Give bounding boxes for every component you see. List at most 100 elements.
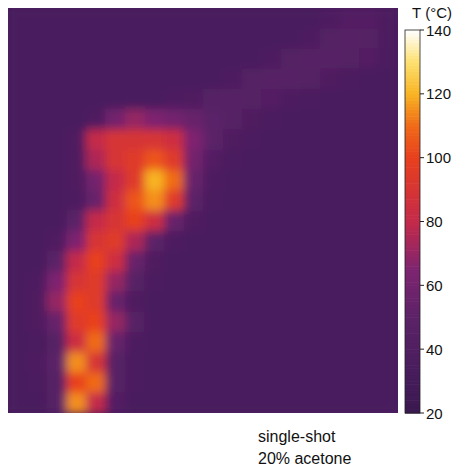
cell <box>28 69 48 90</box>
colorbar-tick <box>420 30 424 31</box>
cell <box>223 373 243 394</box>
cell <box>47 292 67 313</box>
cell <box>145 251 165 272</box>
cell <box>262 393 282 413</box>
cell <box>262 251 282 272</box>
cell <box>28 8 48 29</box>
cell <box>164 89 184 110</box>
cell <box>145 332 165 353</box>
cell <box>379 109 399 130</box>
cell <box>223 8 243 29</box>
cell <box>203 49 223 70</box>
cell <box>164 130 184 151</box>
cell <box>8 312 28 333</box>
cell <box>379 190 399 211</box>
cell <box>106 130 126 151</box>
cell <box>242 150 262 171</box>
cell <box>47 271 67 292</box>
cell <box>47 89 67 110</box>
cell <box>125 393 145 413</box>
cell <box>184 251 204 272</box>
cell <box>203 312 223 333</box>
cell <box>301 393 321 413</box>
cell <box>47 231 67 252</box>
cell <box>359 49 379 70</box>
cell <box>281 352 301 373</box>
cell <box>8 28 28 49</box>
cell <box>28 373 48 394</box>
cell <box>106 170 126 191</box>
cell <box>125 130 145 151</box>
cell <box>125 49 145 70</box>
cell <box>320 251 340 272</box>
cell <box>86 109 106 130</box>
cell <box>281 393 301 413</box>
cell <box>379 352 399 373</box>
cell <box>281 332 301 353</box>
cell <box>106 312 126 333</box>
cell <box>86 130 106 151</box>
cell <box>164 69 184 90</box>
cell <box>242 352 262 373</box>
cell <box>86 271 106 292</box>
cell <box>145 312 165 333</box>
cell <box>67 292 87 313</box>
cell <box>359 150 379 171</box>
cell <box>184 8 204 29</box>
cell <box>8 393 28 413</box>
cell <box>203 211 223 232</box>
cell <box>320 271 340 292</box>
cell <box>106 373 126 394</box>
cell <box>223 393 243 413</box>
cell <box>203 130 223 151</box>
cell <box>320 109 340 130</box>
cell <box>67 231 87 252</box>
cell <box>320 130 340 151</box>
cell <box>86 352 106 373</box>
cell <box>379 251 399 272</box>
cell <box>359 231 379 252</box>
cell <box>281 211 301 232</box>
cell <box>145 292 165 313</box>
cell <box>145 89 165 110</box>
cell <box>184 69 204 90</box>
annotation: 20% acetone <box>258 450 352 467</box>
colorbar-frame <box>405 30 420 413</box>
cell <box>47 332 67 353</box>
colorbar-tick <box>420 285 424 286</box>
cell <box>281 109 301 130</box>
cell <box>340 190 360 211</box>
cell <box>281 8 301 29</box>
cell <box>320 373 340 394</box>
cell <box>125 109 145 130</box>
cell <box>262 8 282 29</box>
cell <box>223 170 243 191</box>
cell <box>106 28 126 49</box>
cell <box>125 231 145 252</box>
cell <box>301 190 321 211</box>
cell <box>28 271 48 292</box>
cell <box>106 49 126 70</box>
cell <box>301 8 321 29</box>
cell <box>67 352 87 373</box>
cell <box>86 393 106 413</box>
colorbar-tick-label: 100 <box>426 149 451 166</box>
cell <box>47 352 67 373</box>
cell <box>203 170 223 191</box>
colorbar-tick <box>420 157 424 158</box>
cell <box>8 150 28 171</box>
cell <box>145 393 165 413</box>
cell <box>203 352 223 373</box>
cell <box>86 312 106 333</box>
cell <box>340 109 360 130</box>
cells <box>8 8 398 413</box>
cell <box>203 89 223 110</box>
cell <box>28 352 48 373</box>
cell <box>164 292 184 313</box>
cell <box>281 292 301 313</box>
cell <box>379 130 399 151</box>
cell <box>203 8 223 29</box>
cell <box>164 312 184 333</box>
cell <box>379 231 399 252</box>
cell <box>320 150 340 171</box>
